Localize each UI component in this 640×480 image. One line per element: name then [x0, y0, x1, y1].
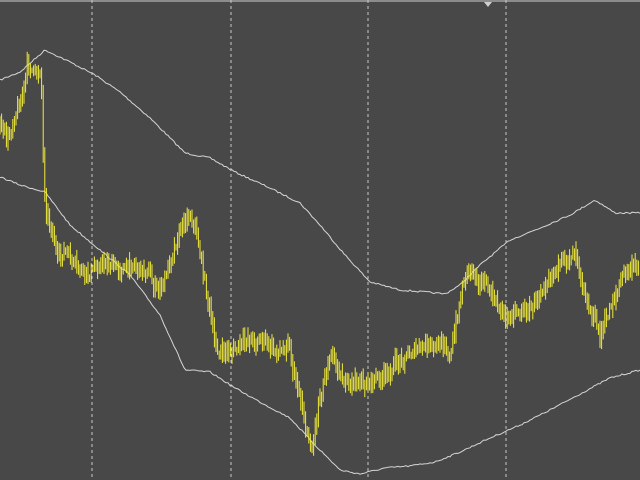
price-candles: [0, 51, 639, 456]
lower-band-line: [0, 176, 640, 475]
scroll-marker-icon[interactable]: [484, 2, 492, 7]
vertical-grid: [91, 0, 507, 480]
bollinger-bands: [0, 49, 640, 475]
upper-band-line: [0, 49, 640, 295]
